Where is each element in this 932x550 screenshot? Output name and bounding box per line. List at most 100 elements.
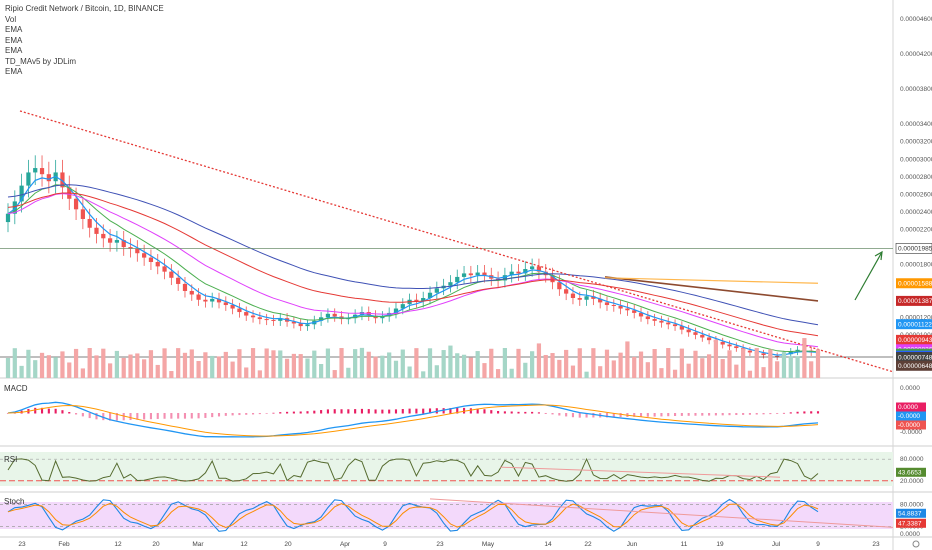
volume-bar	[598, 366, 603, 378]
arrow-annotation	[854, 251, 883, 301]
macd-tag-label: 0.0000	[898, 404, 918, 411]
volume-bar	[713, 339, 719, 378]
candle-body	[734, 346, 739, 349]
volume-bar	[359, 347, 365, 378]
candle-body	[448, 282, 453, 286]
macd-histogram-bar	[469, 408, 472, 414]
legend-item-vol[interactable]: Vol	[5, 14, 17, 24]
volume-bar	[802, 338, 807, 378]
macd-histogram-bar	[95, 413, 98, 420]
candle-body	[216, 298, 222, 303]
candle-body	[39, 168, 45, 175]
legend-item-td-ma[interactable]: TD_MAv5 by JDLim	[5, 56, 76, 66]
volume-bar	[339, 348, 344, 378]
candle-body	[73, 198, 79, 210]
candle-body	[598, 298, 603, 303]
volume-bar	[237, 349, 242, 378]
volume-bar	[727, 350, 732, 378]
legend-title[interactable]: Ripio Credit Network / Bitcoin, 1D, BINA…	[5, 4, 164, 13]
macd-histogram-bar	[258, 413, 261, 415]
macd-pane-label[interactable]: MACD	[4, 384, 28, 393]
candle-body	[591, 296, 596, 299]
rsi-trendline	[499, 466, 781, 478]
volume-bar	[700, 358, 705, 378]
candle-body	[645, 316, 650, 320]
macd-histogram-bar	[81, 413, 84, 417]
macd-histogram-bar	[762, 413, 765, 415]
macd-tag	[896, 411, 926, 421]
volume-bar	[142, 359, 147, 378]
volume-bar	[407, 366, 412, 378]
candle-body	[468, 273, 473, 276]
price-tag	[896, 319, 932, 330]
macd-histogram-bar	[680, 413, 683, 416]
legend-item-ema-2[interactable]: EMA	[5, 35, 23, 45]
legend-item-ema-4[interactable]: EMA	[5, 67, 23, 76]
candle-body	[128, 247, 133, 249]
macd-histogram-bar	[231, 413, 234, 416]
price-tag-label: 0.00001588	[898, 281, 932, 288]
resistance-trendline	[19, 110, 894, 373]
candle-body	[94, 227, 99, 234]
candle-body	[632, 310, 637, 313]
price-tick-label: 0.00003200	[900, 139, 932, 146]
volume-bar	[557, 359, 562, 378]
date-tick-label: 20	[284, 541, 292, 548]
candle-body	[727, 344, 732, 347]
ema-line-mid	[7, 184, 819, 353]
volume-bar	[686, 363, 691, 378]
stoch-pane-label[interactable]: Stoch	[4, 497, 25, 506]
rsi-tick-label: 80.0000	[900, 456, 924, 463]
volume-bar	[536, 343, 542, 378]
macd-histogram-bar	[612, 413, 615, 418]
candle-body	[237, 308, 242, 313]
volume-bar	[196, 361, 201, 378]
candle-body	[523, 269, 528, 274]
volume-bar	[421, 371, 426, 378]
macd-histogram-bar	[755, 413, 758, 415]
candle-body	[121, 240, 126, 248]
macd-histogram-bar	[551, 413, 554, 415]
candle-body	[325, 313, 331, 318]
candle-body	[434, 288, 439, 293]
candle-body	[203, 299, 208, 302]
volume-bar	[114, 350, 120, 378]
macd-histogram-bar	[340, 409, 343, 414]
volume-bar	[461, 354, 467, 378]
rsi-pane-label[interactable]: RSI	[4, 455, 18, 464]
macd-tag	[896, 420, 926, 430]
macd-histogram-bar	[537, 412, 540, 414]
candle-body	[557, 282, 562, 290]
legend-item-ema-1[interactable]: EMA	[5, 25, 23, 34]
volume-bar	[652, 349, 657, 378]
candle-body	[80, 209, 85, 219]
stoch-tag-label: 54.8837	[898, 510, 922, 517]
volume-bar	[618, 352, 623, 378]
macd-histogram-bar	[68, 412, 71, 414]
volume-bar	[5, 358, 11, 378]
candle-body	[33, 168, 38, 173]
candle-body	[659, 320, 664, 323]
macd-histogram-bar	[354, 409, 357, 414]
macd-histogram-bar	[109, 413, 112, 421]
legend-item-ema-3[interactable]: EMA	[5, 46, 23, 55]
macd-histogram-bar	[211, 413, 214, 418]
macd-histogram-bar	[415, 408, 418, 414]
volume-bar	[584, 371, 589, 378]
macd-histogram-bar	[177, 413, 180, 419]
volume-bar	[638, 351, 644, 378]
candle-body	[278, 318, 283, 321]
candle-body	[87, 218, 92, 228]
stoch-d-line	[7, 502, 819, 529]
volume-bar	[815, 349, 821, 378]
volume-bar	[482, 363, 487, 378]
volume-bar	[611, 360, 616, 378]
candle-body	[393, 308, 399, 313]
volume-bar	[706, 354, 712, 378]
candle-body	[455, 276, 460, 283]
candle-body	[530, 266, 535, 270]
macd-histogram-bar	[156, 413, 159, 419]
price-tag	[896, 360, 932, 371]
